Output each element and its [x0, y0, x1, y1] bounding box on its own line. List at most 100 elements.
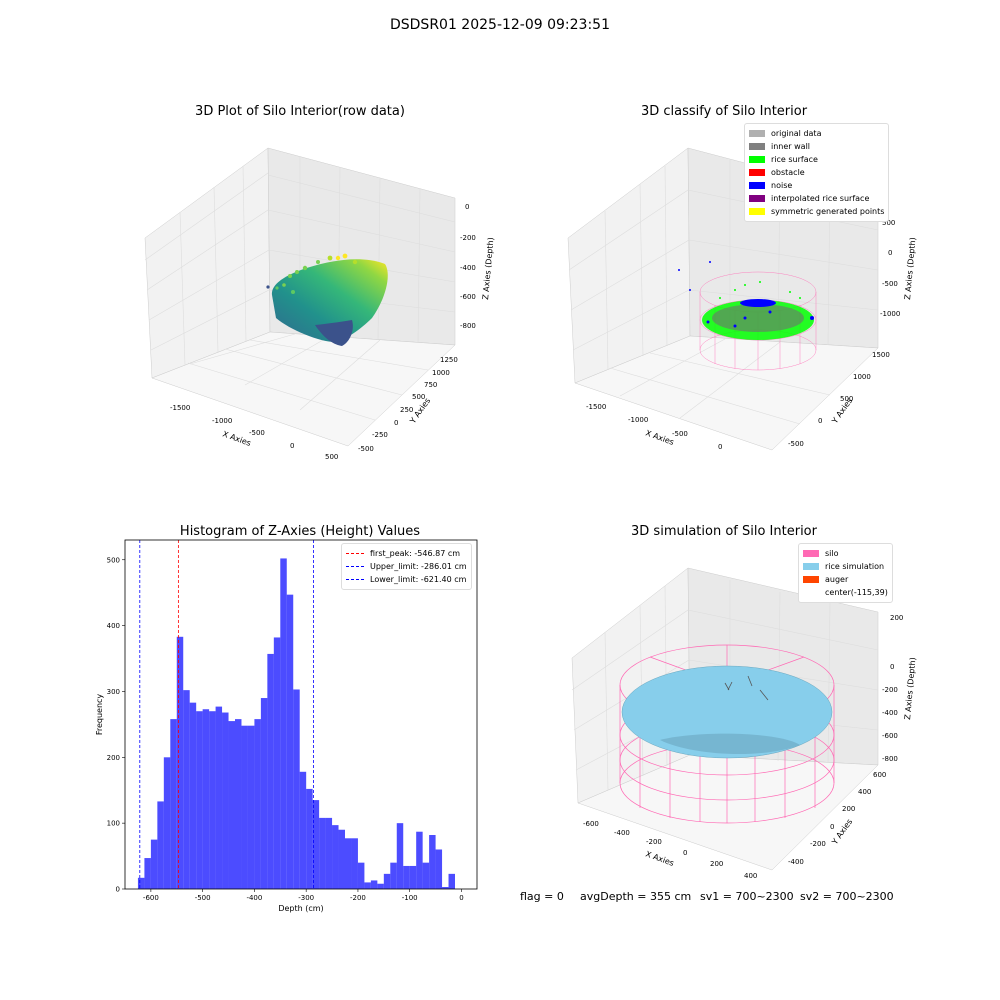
legend-item-lower-limit: Lower_limit: -621.40 cm [346, 573, 467, 586]
classify-x-tick: -500 [672, 430, 688, 438]
raw-y-tick: -500 [358, 445, 374, 453]
classify-y-tick: -500 [788, 440, 804, 448]
sim-x-tick: 200 [710, 860, 723, 868]
histogram-bar [150, 839, 158, 889]
histogram-bar [409, 865, 417, 889]
legend-item-center: center(-115,39) [803, 586, 888, 599]
legend-item-original-data: original data [749, 127, 884, 140]
histogram-bar [202, 709, 210, 889]
legend-label: rice surface [771, 155, 818, 164]
legend-line [346, 566, 364, 567]
legend-label: noise [771, 181, 793, 190]
histogram-y-axis-label: Frequency [95, 694, 104, 736]
histogram-x-tick-label: -600 [143, 894, 159, 902]
raw-z-tick: -800 [460, 322, 476, 330]
histogram-bar [299, 771, 307, 889]
classify-y-tick: 500 [840, 395, 853, 403]
histogram-bar [241, 725, 248, 889]
histogram-bar [176, 636, 184, 889]
legend-swatch [803, 563, 819, 570]
legend-swatch [749, 182, 765, 189]
histogram-y-tick-label: 200 [107, 754, 120, 762]
legend-line [346, 553, 364, 554]
legend-label: Upper_limit: -286.01 cm [370, 562, 467, 571]
histogram-bar [267, 653, 274, 889]
raw-scatter-points [266, 253, 358, 294]
legend-item-rice-surface: rice surface [749, 153, 884, 166]
sim-x-tick: -200 [646, 838, 662, 846]
legend-swatch [803, 576, 819, 583]
sim-x-tick: 400 [744, 872, 757, 880]
histogram-title: Histogram of Z-Axies (Height) Values [179, 524, 421, 539]
raw-z-tick: -600 [460, 293, 476, 301]
histogram-bar [332, 825, 339, 889]
classify-z-tick: -500 [882, 280, 898, 288]
histogram-bar [370, 880, 378, 889]
histogram-x-tick-label: -500 [195, 894, 211, 902]
legend-item-obstacle: obstacle [749, 166, 884, 179]
histogram-x-tick-label: -300 [298, 894, 314, 902]
legend-swatch [803, 550, 819, 557]
legend-label: first_peak: -546.87 cm [370, 549, 461, 558]
sim-z-ticks: 200 0 -200 -400 -600 -800 [882, 614, 903, 763]
histogram-bar [396, 823, 404, 889]
legend-item-first-peak: first_peak: -546.87 cm [346, 547, 467, 560]
sim-z-tick: 0 [890, 663, 894, 671]
legend-label: center(-115,39) [825, 588, 888, 597]
histogram-bar [293, 689, 300, 889]
simulation-3d-plot: 200 0 -200 -400 -600 -800 Z Axies (Depth… [571, 567, 917, 880]
raw-z-label: Z Axies (Depth) [481, 237, 495, 300]
histogram-bar [235, 719, 242, 889]
sim-x-ticks: -600 -400 -200 0 200 400 [583, 820, 757, 880]
histogram-bar [170, 719, 177, 889]
legend-label: symmetric generated points [771, 207, 885, 216]
legend-swatch [749, 156, 765, 163]
classify-noise-points [678, 261, 814, 328]
legend-label: original data [771, 129, 822, 138]
classify-y-tick: 1000 [853, 373, 871, 381]
histogram-axes-frame [124, 539, 478, 890]
classify-floor-pane [574, 335, 879, 451]
status-sv1: sv1 = 700~2300 [700, 890, 794, 903]
raw-y-tick: -250 [372, 431, 388, 439]
raw-3d-plot: 0 -200 -400 -600 -800 Z Axies (Depth) -5… [144, 147, 495, 461]
legend-item-rice-simulation: rice simulation [803, 560, 888, 573]
histogram-bar [338, 829, 345, 889]
sim-z-tick: -600 [882, 732, 898, 740]
legend-swatch [749, 208, 765, 215]
histogram-bar [429, 835, 436, 889]
histogram-bar [345, 838, 352, 889]
legend-label: Lower_limit: -621.40 cm [370, 575, 467, 584]
sim-y-tick: -400 [788, 858, 804, 866]
simulation-legend: silo rice simulation auger center(-115,3… [798, 543, 893, 603]
histogram-y-tick-label: 300 [107, 688, 120, 696]
raw-panel-title: 3D Plot of Silo Interior(row data) [195, 104, 405, 119]
sim-z-tick: -800 [882, 755, 898, 763]
histogram-bar [306, 788, 313, 889]
raw-x-label: X Axies [221, 429, 252, 448]
histogram-bar [319, 817, 326, 889]
raw-y-tick: 500 [412, 393, 425, 401]
histogram-bar [422, 862, 430, 889]
figure-title: DSDSR01 2025-12-09 09:23:51 [389, 17, 610, 33]
histogram-bar [144, 858, 151, 889]
histogram-bar [215, 706, 223, 889]
histogram-bar [325, 817, 333, 889]
sim-x-tick: 0 [683, 849, 687, 857]
raw-x-tick: -1500 [170, 404, 190, 412]
sim-z-label: Z Axies (Depth) [903, 657, 917, 720]
histogram-bar [247, 725, 255, 889]
classify-y-ticks: -500 0 500 1000 1500 [788, 351, 890, 448]
histogram-x-tick-label: 0 [459, 894, 463, 902]
sim-x-tick: -400 [614, 829, 630, 837]
classify-z-ticks: 500 0 -500 -1000 [880, 219, 900, 318]
histogram-bar [163, 757, 171, 889]
sim-y-tick: -200 [810, 840, 826, 848]
raw-z-tick: -200 [460, 234, 476, 242]
legend-item-auger: auger [803, 573, 888, 586]
histogram-x-axis-label: Depth (cm) [278, 904, 323, 913]
histogram-chart: -600 -500 -400 -300 -200 -100 0 0 100 200 300 400 50… [95, 539, 478, 913]
classify-inner-wall [712, 304, 804, 332]
sim-z-tick: 200 [890, 614, 903, 622]
classify-x-label: X Axies [644, 428, 675, 447]
